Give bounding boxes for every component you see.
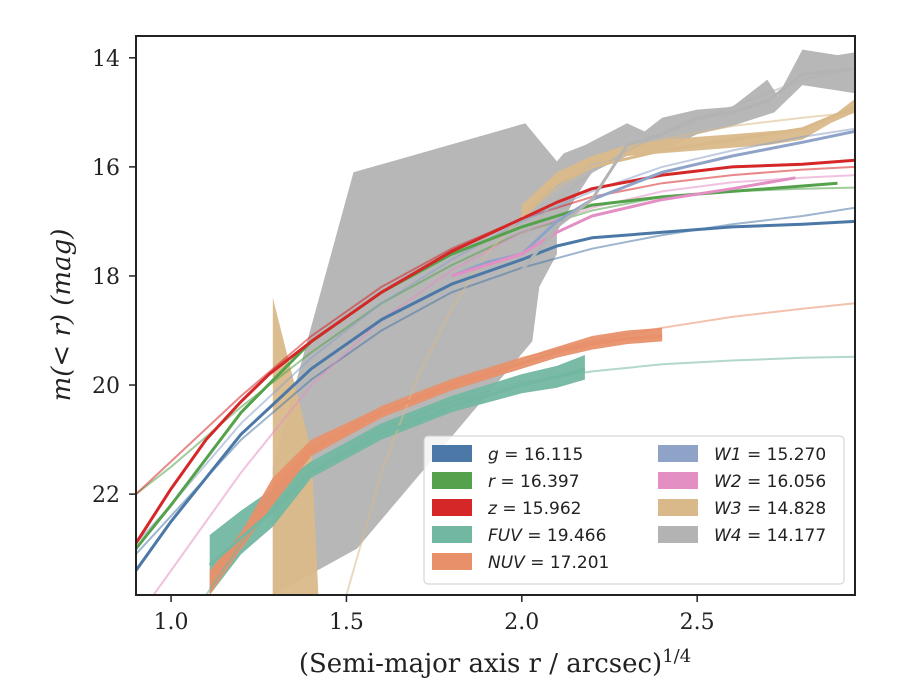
y-tick-label: 16: [92, 156, 120, 181]
band-w3-14-828: [521, 98, 855, 222]
legend-box: [423, 435, 845, 585]
legend-swatch-fuv-19-466: [432, 526, 472, 543]
x-axis-label-main: (Semi-major axis r / arcsec): [299, 649, 662, 679]
model-line-nuv-17-201: [240, 302, 855, 550]
model-line-w2-16-056: [152, 174, 855, 595]
band-w3-14-828-inner: [272, 297, 319, 595]
legend-label-z-15-962: z = 15.962: [487, 499, 581, 519]
y-tick-label: 20: [92, 374, 120, 399]
model-line-w3-14-828: [345, 111, 855, 595]
y-axis-label: m(< r) (mag): [47, 229, 77, 402]
legend-swatch-w4-14-177: [658, 526, 698, 543]
y-tick-label: 18: [92, 265, 120, 290]
legend-label-w1-15-270: W1 = 15.270: [714, 445, 826, 465]
x-axis: 1.0 1.5 2.0 2.5: [154, 595, 715, 635]
legend-label-r-16-397: r = 16.397: [488, 472, 580, 492]
legend-label-fuv-19-466: FUV = 19.466: [488, 526, 606, 546]
legend-swatch-nuv-17-201: [432, 553, 472, 570]
band-w4-14-177: [272, 49, 855, 595]
data-line-w4-14-177: [520, 67, 855, 272]
data-line-w2-16-056: [451, 176, 796, 278]
data-line-r-16-397: [136, 181, 838, 550]
legend-swatch-r-16-397: [432, 472, 472, 489]
legend-label-g-16-115: g = 16.115: [488, 445, 583, 465]
x-axis-label: (Semi-major axis r / arcsec)1/4: [299, 646, 691, 679]
data-line-w3-14-828: [520, 105, 855, 218]
y-tick-label: 14: [92, 47, 120, 72]
model-line-g-16-115: [136, 206, 855, 555]
data-layer: [136, 67, 855, 572]
plot-frame: [135, 35, 856, 596]
legend-swatch-w3-14-828: [658, 499, 698, 516]
legend-swatch-g-16-115: [432, 445, 472, 462]
data-line-g-16-115: [136, 219, 855, 572]
x-tick-label: 2.5: [680, 610, 715, 635]
legend-swatch-w1-15-270: [658, 445, 698, 462]
legend-label-w4-14-177: W4 = 14.177: [714, 526, 826, 546]
y-axis: 14 16 18 20 22: [92, 47, 136, 508]
legend-label-w2-16-056: W2 = 16.056: [714, 472, 826, 492]
x-axis-label-superscript: 1/4: [662, 646, 691, 667]
x-tick-label: 1.5: [329, 610, 364, 635]
x-tick-label: 2.0: [504, 610, 539, 635]
data-line-z-15-962: [136, 158, 855, 545]
legend-swatch-w2-16-056: [658, 472, 698, 489]
legend: g = 16.115 r = 16.397 z = 15.962 FUV = 19.4…: [423, 435, 845, 585]
x-tick-label: 1.0: [154, 610, 189, 635]
y-tick-label: 22: [92, 483, 120, 508]
legend-label-nuv-17-201: NUV = 17.201: [488, 553, 609, 573]
data-line-nuv-17-201: [271, 334, 663, 490]
data-line-fuv-19-466: [208, 367, 586, 567]
legend-label-w3-14-828: W3 = 14.828: [714, 499, 826, 519]
legend-swatch-z-15-962: [432, 499, 472, 516]
legend-items: g = 16.115 r = 16.397 z = 15.962 FUV = 19.4…: [432, 445, 826, 573]
